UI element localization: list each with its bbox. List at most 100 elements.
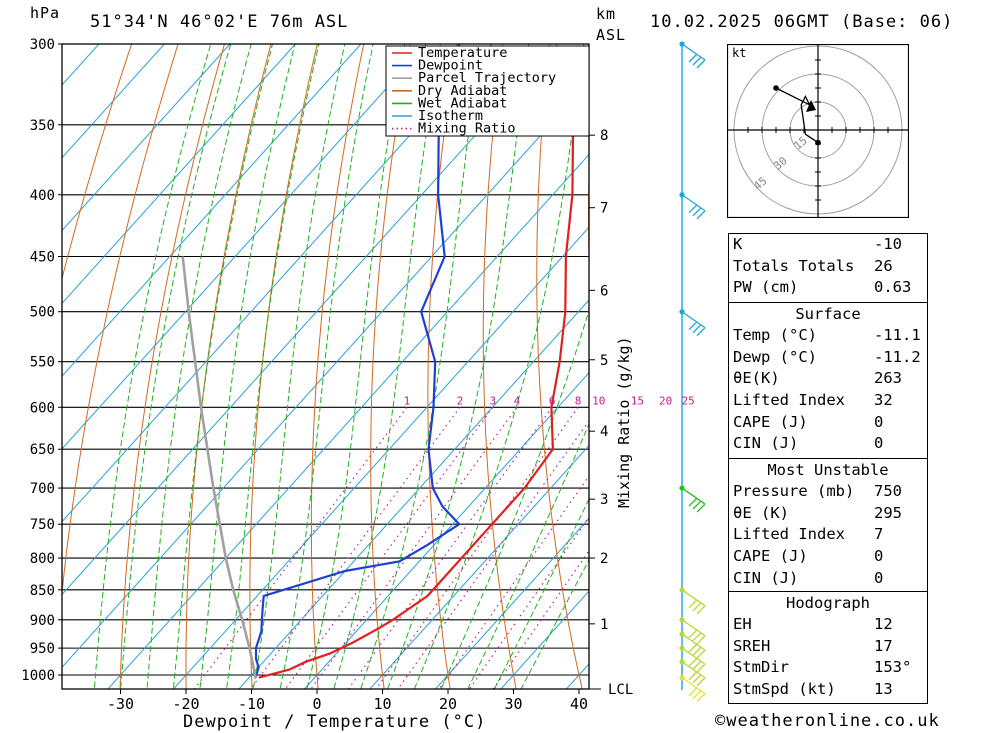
isotherm-line: [238, 299, 589, 689]
row-value: 263: [874, 369, 902, 388]
most-unstable-title: Most Unstable: [767, 461, 889, 479]
dry-adiabat-line: [119, 44, 225, 689]
hodograph-table-row: SREH 17: [729, 636, 927, 658]
pressure-tick-label: 450: [30, 250, 55, 266]
wind-barb: [681, 194, 706, 220]
row-label: StmSpd (kt): [733, 680, 836, 699]
temperature-tick-label: -20: [172, 695, 199, 713]
isotherm-line: [303, 372, 589, 689]
row-value: 0: [874, 434, 884, 453]
height-tick-label: 4: [600, 424, 608, 440]
wind-barb: [681, 647, 706, 673]
hodograph-table-row: StmSpd (kt) 13: [729, 679, 927, 701]
temperature-tick-label: 30: [504, 695, 522, 713]
temperature-profile: [258, 44, 589, 679]
dry-adiabat-line: [482, 44, 517, 689]
dewpoint-profile: [254, 44, 461, 678]
height-tick-label: 8: [600, 128, 608, 144]
isotherm-line: [62, 44, 362, 377]
pressure-unit-label: hPa: [30, 4, 61, 22]
temperature-tick-label: 0: [312, 695, 321, 713]
temperature-tick-label: 20: [439, 695, 457, 713]
wet-adiabat-line: [360, 44, 482, 689]
k-index-value: -10: [874, 235, 902, 253]
row-value: -11.1: [874, 326, 921, 344]
height-tick-label: 3: [600, 492, 608, 508]
row-label: EH: [733, 615, 752, 633]
wet-adiabat-line: [333, 44, 441, 689]
wet-adiabat-line: [120, 44, 232, 689]
most-unstable-table: Most Unstable Pressure (mb) 750 θE (K) 295 L…: [728, 458, 928, 592]
pressure-tick-label: 750: [30, 517, 55, 533]
mixing-ratio-tick-label: 2: [457, 394, 464, 407]
parcel-trajectory-profile: [181, 256, 257, 678]
dry-adiabat-line: [427, 44, 457, 689]
plot-frame: [61, 43, 590, 690]
dry-adiabat-line: [536, 44, 583, 689]
most-unstable-row: Lifted Index 7: [729, 524, 927, 546]
row-value: 295: [874, 503, 902, 522]
row-value: 0: [874, 547, 884, 566]
wet-adiabat-line: [440, 308, 589, 689]
wet-adiabat-line: [146, 44, 252, 689]
surface-table: Surface Temp (°C) -11.1 Dewp (°C) -11.2 θE(K…: [728, 302, 928, 459]
mixing-ratio-tick-label: 10: [592, 394, 605, 407]
mixing-ratio-axis-title: Mixing Ratio (g/kg): [615, 336, 633, 508]
mixing-ratio-tick-label: 1: [404, 394, 411, 407]
wet-adiabat-line: [386, 44, 530, 689]
pressure-tick-label: 700: [30, 481, 55, 497]
dry-adiabat-line: [249, 44, 318, 689]
isotherm-line: [62, 44, 100, 86]
height-tick-label: 6: [600, 283, 608, 299]
surface-row: CAPE (J) 0: [729, 412, 927, 434]
row-label: Pressure (mb): [733, 482, 855, 500]
wet-adiabat-line: [520, 558, 589, 689]
km-label: km: [596, 5, 617, 23]
pressure-tick-label: 950: [30, 641, 55, 657]
row-value: 0: [874, 412, 884, 431]
mixing-ratio-line: [492, 549, 589, 689]
pressure-tick-label: 650: [30, 442, 55, 458]
pw-label: PW (cm): [733, 278, 799, 297]
hodograph-surface-point: [815, 139, 821, 146]
pressure-tick-label: 1000: [21, 668, 55, 684]
temperature-tick-label: -10: [238, 695, 265, 713]
row-value: 153°: [874, 658, 912, 677]
row-label: CAPE (J): [733, 547, 808, 566]
row-label: CIN (J): [733, 434, 799, 453]
wet-adiabat-line: [306, 44, 406, 689]
dry-adiabat-line: [185, 44, 272, 689]
temperature-tick-label: -30: [107, 695, 134, 713]
height-tick-label: 7: [600, 201, 608, 217]
wind-barb: [681, 487, 706, 513]
isotherm-line: [434, 517, 589, 689]
wet-adiabat-line: [252, 44, 346, 689]
wind-barb: [681, 661, 706, 687]
most-unstable-row: Pressure (mb) 750: [729, 481, 927, 503]
pressure-tick-label: 300: [30, 37, 55, 53]
pressure-tick-label: 350: [30, 118, 55, 134]
row-label: Temp (°C): [733, 326, 817, 344]
mixing-ratio-line: [310, 406, 518, 689]
row-label: StmDir: [733, 658, 789, 677]
pressure-tick-label: 850: [30, 583, 55, 599]
pressure-tick-label: 600: [30, 400, 55, 416]
wet-adiabat-line: [226, 44, 320, 689]
mixing-ratio-tick-label: 3: [489, 394, 496, 407]
surface-row: θE(K) 263: [729, 368, 927, 390]
wind-barb: [681, 677, 706, 703]
height-tick-label: 1: [600, 617, 608, 633]
wind-barb: [681, 43, 706, 69]
isotherm-line: [62, 44, 231, 232]
row-label: θE(K): [733, 369, 780, 388]
station-location: 51°34'N 46°02'E 76m ASL: [90, 12, 349, 32]
most-unstable-row: θE (K) 295: [729, 503, 927, 525]
asl-label: ASL: [596, 26, 627, 44]
row-value: 13: [874, 680, 893, 699]
isotherm-line: [62, 44, 165, 159]
isotherm-line: [369, 444, 589, 689]
most-unstable-row: CIN (J) 0: [729, 568, 927, 590]
pressure-tick-label: 400: [30, 188, 55, 204]
surface-row: Lifted Index 32: [729, 390, 927, 412]
